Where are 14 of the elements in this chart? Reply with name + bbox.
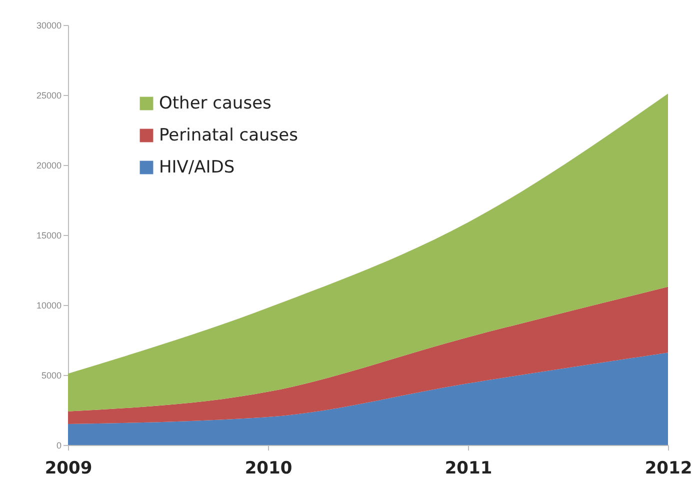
legend-label: Perinatal causes: [159, 126, 298, 146]
y-tick-label: 15000: [36, 230, 62, 240]
legend-label: Other causes: [159, 94, 272, 114]
x-tick-label: 2011: [444, 458, 492, 478]
y-tick-label: 25000: [36, 90, 62, 100]
x-tick-label: 2012: [644, 458, 692, 478]
y-tick-label: 0: [56, 440, 62, 450]
y-tick-label: 20000: [36, 160, 62, 170]
x-tick-label: 2010: [244, 458, 292, 478]
legend-label: HIV/AIDS: [159, 158, 235, 178]
x-tick-label: 2009: [44, 458, 92, 478]
y-tick-label: 30000: [36, 20, 62, 30]
y-tick-label: 10000: [36, 300, 62, 310]
y-tick-label: 5000: [41, 370, 62, 380]
